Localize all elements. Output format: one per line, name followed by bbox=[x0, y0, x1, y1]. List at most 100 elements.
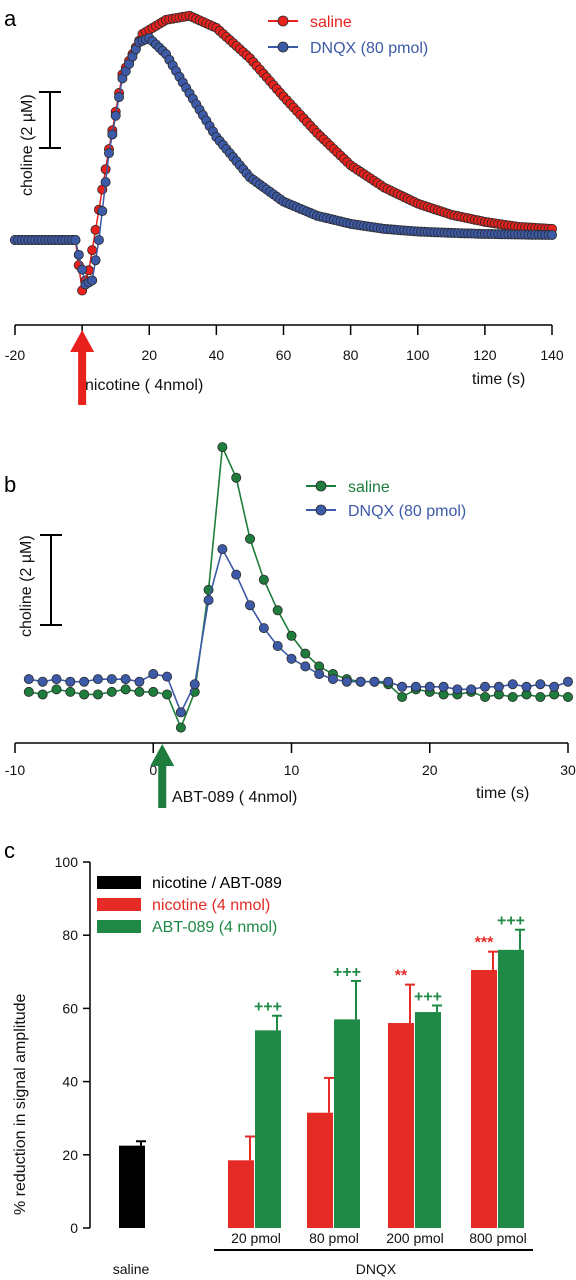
group-label-c: 800 pmol bbox=[469, 1230, 527, 1246]
legend-label-a-0: saline bbox=[310, 14, 352, 31]
bar bbox=[388, 1023, 414, 1228]
bar-group-c-4: +++ bbox=[333, 964, 361, 1228]
data-point bbox=[23, 674, 34, 685]
panel-c: c 0 20 40 60 80 100 % reduction in signal ampli… bbox=[4, 838, 533, 1277]
data-point bbox=[51, 674, 62, 685]
legend-swatch-c-1 bbox=[97, 898, 141, 911]
data-point bbox=[397, 681, 408, 692]
significance-mark: ** bbox=[395, 968, 408, 985]
data-point bbox=[231, 472, 242, 483]
data-point bbox=[493, 681, 504, 692]
bar-group-c-2: +++ bbox=[254, 999, 282, 1228]
panel-label-b: b bbox=[4, 472, 16, 497]
legend-label-c-0: nicotine / ABT-089 bbox=[152, 875, 282, 892]
x-axis-label-a: time (s) bbox=[472, 371, 525, 388]
y-axis-label-c: % reduction in signal amplitude bbox=[12, 993, 29, 1215]
bar bbox=[334, 1019, 360, 1228]
data-point bbox=[134, 686, 145, 697]
y-axis-label-b: choline (2 µM) bbox=[18, 535, 35, 637]
data-point bbox=[563, 692, 574, 703]
data-point bbox=[97, 206, 108, 217]
data-point bbox=[535, 679, 546, 690]
x-tick-label-a: 20 bbox=[141, 347, 157, 363]
data-point bbox=[175, 707, 186, 718]
data-point bbox=[70, 234, 81, 245]
data-point bbox=[369, 676, 380, 687]
bar bbox=[471, 969, 497, 1228]
stimulus-arrow-a-head bbox=[70, 330, 95, 352]
significance-mark: +++ bbox=[497, 913, 525, 930]
data-point bbox=[521, 681, 532, 692]
data-point bbox=[245, 533, 256, 544]
legend-marker-b-0 bbox=[315, 480, 327, 492]
group-label-c: 200 pmol bbox=[386, 1230, 444, 1246]
data-point bbox=[327, 674, 338, 685]
group-label-c: 80 pmol bbox=[309, 1230, 359, 1246]
data-point bbox=[175, 722, 186, 733]
legend-label-b-0: saline bbox=[348, 479, 390, 496]
legend-label-b-1: DNQX (80 pmol) bbox=[348, 503, 466, 520]
group-label-c: 20 pmol bbox=[231, 1230, 281, 1246]
significance-mark: +++ bbox=[333, 964, 361, 981]
data-point bbox=[148, 669, 159, 680]
data-point bbox=[549, 681, 560, 692]
legend-label-a-1: DNQX (80 pmol) bbox=[310, 40, 428, 57]
stimulus-arrow-a-shaft bbox=[78, 350, 87, 405]
data-point bbox=[480, 681, 491, 692]
panel-b: b choline (2 µM) -10 0 10 20 30 time (s) ABT-089… bbox=[4, 442, 576, 808]
bar-group-c-6: +++ bbox=[414, 988, 442, 1228]
data-point bbox=[87, 275, 98, 286]
annotation-b: ABT-089 ( 4nmol) bbox=[172, 789, 297, 806]
data-point bbox=[547, 229, 558, 240]
data-point bbox=[79, 676, 90, 687]
legend-marker-a-0 bbox=[277, 15, 289, 27]
data-point bbox=[93, 234, 104, 245]
series-line-b-1 bbox=[28, 546, 569, 715]
x-tick-label-b: 30 bbox=[560, 762, 576, 778]
data-point bbox=[466, 684, 477, 695]
data-point bbox=[103, 148, 114, 159]
data-point bbox=[37, 676, 48, 687]
legend-marker-b-1 bbox=[315, 504, 327, 516]
data-point bbox=[148, 686, 159, 697]
legend-swatch-c-2 bbox=[97, 920, 141, 933]
bar-group-c-7: *** bbox=[471, 935, 498, 1228]
series-a-0 bbox=[9, 10, 558, 296]
data-point bbox=[563, 676, 574, 687]
data-point bbox=[286, 630, 297, 641]
bar-group-c-5: ** bbox=[388, 968, 415, 1228]
data-point bbox=[286, 653, 297, 664]
data-point bbox=[92, 674, 103, 685]
legend-marker-a-1 bbox=[277, 41, 289, 53]
bar-group-c-1 bbox=[228, 1135, 255, 1228]
data-point bbox=[77, 264, 88, 275]
data-point bbox=[79, 689, 90, 700]
data-point bbox=[65, 686, 76, 697]
data-point bbox=[341, 676, 352, 687]
x-tick-label-b: -10 bbox=[5, 762, 25, 778]
legend-label-c-1: nicotine (4 nmol) bbox=[152, 897, 270, 914]
data-point bbox=[272, 605, 283, 616]
bar bbox=[498, 949, 524, 1228]
data-point bbox=[272, 641, 283, 652]
data-point bbox=[106, 686, 117, 697]
y-tick-label-c: 40 bbox=[62, 1074, 78, 1090]
x-tick-label-a: 60 bbox=[276, 347, 292, 363]
data-point bbox=[114, 92, 125, 103]
stimulus-arrow-b-shaft bbox=[158, 764, 167, 808]
x-tick-label-a: 140 bbox=[540, 347, 564, 363]
data-point bbox=[217, 442, 228, 453]
data-point bbox=[110, 110, 121, 121]
data-point bbox=[65, 676, 76, 687]
significance-mark: *** bbox=[475, 935, 494, 952]
data-point bbox=[106, 674, 117, 685]
bar bbox=[228, 1160, 254, 1228]
data-point bbox=[424, 681, 435, 692]
series-b-1 bbox=[23, 544, 574, 718]
data-point bbox=[23, 686, 34, 697]
data-point bbox=[100, 164, 111, 175]
x-tick-label-a: 80 bbox=[343, 347, 359, 363]
data-point bbox=[438, 681, 449, 692]
series-line-b-0 bbox=[28, 444, 569, 730]
